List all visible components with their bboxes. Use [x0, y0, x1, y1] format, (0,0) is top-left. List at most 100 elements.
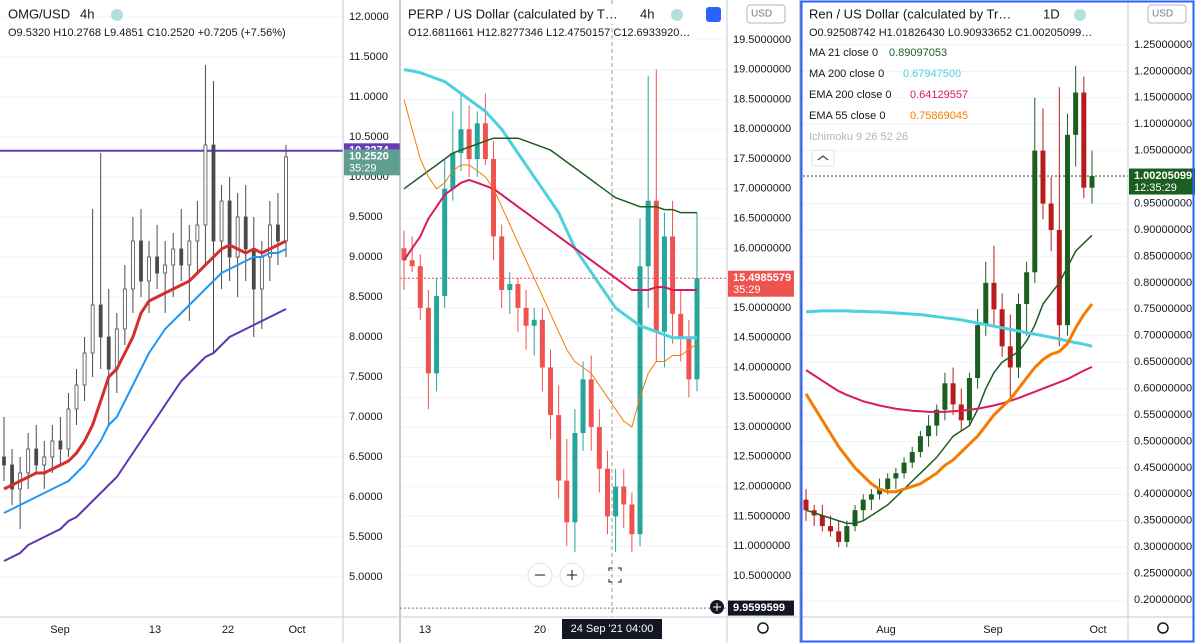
x-tick-label: 13 — [419, 624, 431, 636]
candle-body — [934, 409, 940, 426]
y-tick-label: 9.5000 — [349, 211, 383, 223]
candle-body — [1015, 304, 1021, 368]
indicator-line — [804, 303, 1094, 494]
currency-box — [1147, 4, 1187, 24]
legend-value: 0.89097053 — [889, 47, 947, 59]
candle-body — [507, 284, 513, 291]
y-tick-label: 18.5000000 — [733, 93, 791, 105]
candle-body — [284, 156, 288, 242]
candle-body — [425, 307, 431, 374]
reset-icon[interactable] — [608, 567, 622, 583]
candle-body — [474, 123, 480, 160]
candle-body — [868, 494, 874, 500]
crosshair-time-box — [562, 619, 662, 639]
y-tick-label: 14.5000000 — [733, 332, 791, 344]
y-tick-label: 15.0000000 — [733, 302, 791, 314]
candle-body — [219, 200, 224, 242]
y-tick-label: 18.0000000 — [733, 123, 791, 135]
candle-body — [885, 478, 891, 490]
price-label — [728, 600, 794, 616]
candle-body — [523, 307, 529, 326]
candle-body — [147, 256, 151, 282]
candle-body — [670, 236, 676, 314]
candle-body — [958, 404, 964, 421]
y-tick-label: 13.5000000 — [733, 391, 791, 403]
x-tick-label: 13 — [149, 624, 161, 636]
candle-body — [106, 336, 111, 370]
candle-body — [983, 282, 989, 326]
candle-body — [556, 415, 562, 481]
x-tick-label: Oct — [1089, 624, 1106, 636]
candle-body — [98, 304, 103, 338]
indicator-line — [3, 239, 287, 491]
collapse-legend[interactable] — [811, 149, 835, 167]
ohlc: O12.6811661 H12.8277346 L12.4750157 C12.… — [408, 27, 690, 39]
candle-body — [442, 188, 448, 296]
legend-value: 0.75869045 — [910, 110, 968, 122]
x-tick-label: 20 — [534, 624, 546, 636]
candle-body — [860, 499, 866, 511]
candle-body — [637, 266, 643, 535]
y-tick-label: 0.40000000 — [1134, 488, 1192, 500]
candle-body — [203, 144, 208, 226]
candle-body — [122, 288, 127, 330]
candle-body — [195, 224, 200, 242]
candle-body — [975, 325, 981, 379]
indicator-line — [805, 365, 1093, 413]
candle-body — [893, 473, 899, 479]
candle-body — [139, 240, 143, 282]
legend-value: 0.64129557 — [910, 89, 968, 101]
y-tick-label: 9.0000 — [349, 251, 383, 263]
settings[interactable] — [757, 622, 769, 634]
candle-body — [42, 456, 47, 466]
y-tick-label: 0.85000000 — [1134, 250, 1192, 262]
y-tick-label: 13.0000000 — [733, 421, 791, 433]
candle-body — [686, 337, 692, 380]
candle-body — [491, 159, 497, 237]
y-tick-label: 7.0000 — [349, 411, 383, 423]
candle-body — [401, 248, 407, 261]
candle-body — [1064, 134, 1070, 326]
currency-box — [746, 4, 786, 24]
y-tick-label: 19.5000000 — [733, 34, 791, 46]
price-label-text: 1.00205099 — [1134, 170, 1192, 182]
candle-body — [604, 468, 610, 517]
y-tick-label: 0.25000000 — [1134, 568, 1192, 580]
candle-body — [1024, 272, 1030, 305]
candle-body — [966, 378, 972, 421]
add-icon — [713, 603, 721, 611]
indicator-line — [3, 248, 287, 514]
y-tick-label: 17.0000000 — [733, 183, 791, 195]
candle-body — [58, 440, 63, 450]
y-tick-label: 12.5000000 — [733, 451, 791, 463]
candle-body — [66, 408, 71, 450]
candle-body — [34, 448, 39, 466]
candle-body — [548, 367, 553, 416]
candle-body — [10, 464, 14, 490]
y-tick-label: 6.0000 — [349, 491, 383, 503]
indicator-line — [403, 99, 698, 428]
settings[interactable] — [1157, 622, 1169, 634]
sync-button[interactable] — [706, 7, 721, 22]
interval: 1D — [1043, 6, 1060, 21]
y-tick-label: 0.65000000 — [1134, 356, 1192, 368]
symbol: OMG/USD — [8, 6, 70, 21]
candle-body — [267, 224, 272, 258]
candle-body — [596, 427, 602, 469]
y-tick-label: 0.35000000 — [1134, 515, 1192, 527]
candle-body — [917, 436, 923, 453]
candle-body — [1056, 229, 1062, 326]
candle-body — [1040, 150, 1046, 204]
legend-name: EMA 55 close 0 — [809, 110, 885, 122]
y-tick-label: 17.5000000 — [733, 153, 791, 165]
candle-body — [466, 129, 472, 160]
x-tick-label: Sep — [983, 624, 1003, 636]
candle-body — [499, 236, 505, 291]
y-tick-label: 16.5000000 — [733, 212, 791, 224]
y-tick-label: 16.0000000 — [733, 242, 791, 254]
header-bg — [805, 4, 1059, 24]
plot — [0, 16, 343, 578]
